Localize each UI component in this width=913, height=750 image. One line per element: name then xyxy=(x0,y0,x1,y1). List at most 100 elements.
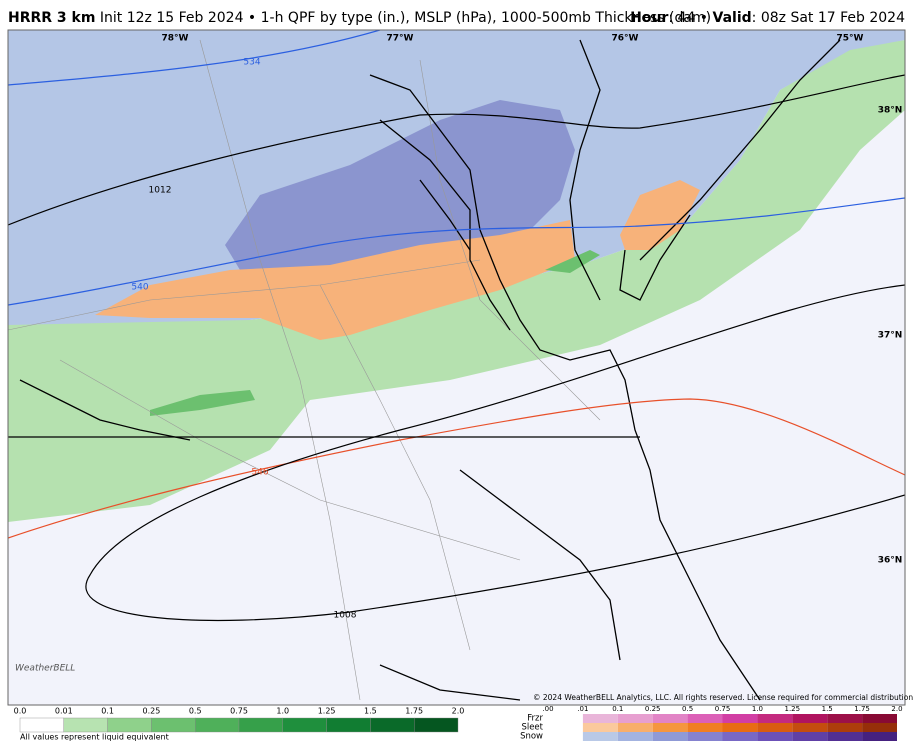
legend-swatch xyxy=(652,723,688,732)
legend-swatch xyxy=(722,714,758,723)
header-left: HRRR 3 km Init 12z 15 Feb 2024 • 1-h QPF… xyxy=(8,10,711,26)
coastline xyxy=(369,74,761,701)
legend-swatch xyxy=(151,717,196,733)
legend-tick-label: 1.25 xyxy=(318,707,336,716)
legend-swatch xyxy=(617,723,653,732)
map-layers xyxy=(8,30,905,705)
legend-tick-label: 0.25 xyxy=(645,705,661,713)
legend-tick-label: 0.5 xyxy=(189,707,202,716)
heavy-snow-area xyxy=(225,100,575,275)
legend-tick-label: 1.75 xyxy=(405,707,423,716)
model-name: HRRR 3 km xyxy=(8,10,95,26)
legend-swatch xyxy=(792,723,828,732)
legend-swatch xyxy=(792,732,828,741)
pressure-contour xyxy=(85,284,905,622)
legend-swatch xyxy=(370,717,415,733)
legend-tick-label: 1.75 xyxy=(854,705,870,713)
latitude-label: 38°N xyxy=(878,106,903,116)
map-frame xyxy=(7,29,906,706)
legend-swatch xyxy=(107,717,152,733)
legend-swatch xyxy=(194,717,240,733)
legend-swatch xyxy=(652,732,688,741)
valid-label: Valid xyxy=(713,10,752,26)
legend-swatch xyxy=(862,714,897,723)
pressure-label: 1008 xyxy=(334,611,357,621)
longitude-label: 78°W xyxy=(162,34,189,44)
legend-swatch xyxy=(548,714,583,723)
legend-swatch xyxy=(617,714,653,723)
legend-swatch xyxy=(827,714,863,723)
sleet-area xyxy=(620,180,700,250)
thickness-contour xyxy=(8,30,381,86)
copyright: © 2024 WeatherBELL Analytics, LLC. All r… xyxy=(533,693,913,702)
legend-swatch xyxy=(687,723,723,732)
legend-tick-label: 0.5 xyxy=(682,705,693,713)
coastline xyxy=(379,119,511,331)
legend-swatch xyxy=(582,714,618,723)
coastline xyxy=(569,39,601,301)
legend-tick-label: 1.0 xyxy=(276,707,289,716)
legend-type-label: Sleet xyxy=(521,723,543,733)
thickness-contour xyxy=(8,197,905,306)
coastline xyxy=(639,39,841,261)
legend-swatch xyxy=(652,714,688,723)
legend-swatch xyxy=(282,717,327,733)
legend-tick-label: 1.25 xyxy=(785,705,801,713)
legend-tick-label: 0.25 xyxy=(142,707,160,716)
longitude-label: 76°W xyxy=(612,34,639,44)
legend-tick-label: .01 xyxy=(577,705,588,713)
legend-tick-label: 0.1 xyxy=(612,705,623,713)
moderate-rain-area xyxy=(150,390,255,416)
pressure-contour xyxy=(8,74,905,226)
legend-tick-label: 0.75 xyxy=(230,707,248,716)
legend-tick-label: 0.1 xyxy=(101,707,114,716)
latitude-label: 36°N xyxy=(878,556,903,566)
legend-swatch xyxy=(326,717,371,733)
legend-tick-label: 1.0 xyxy=(752,705,763,713)
legend-tick-label: 2.0 xyxy=(891,705,902,713)
coastline xyxy=(459,469,621,661)
thickness-contour xyxy=(8,398,905,539)
legend-swatch xyxy=(548,723,583,732)
longitude-label: 75°W xyxy=(837,34,864,44)
header-right: Hour: 44 • Valid: 08z Sat 17 Feb 2024 xyxy=(630,10,905,26)
coastline xyxy=(19,379,191,441)
legend-swatch xyxy=(792,714,828,723)
legend-note: All values represent liquid equivalent xyxy=(20,733,169,742)
pressure-label: 1012 xyxy=(149,186,172,196)
legend-swatch xyxy=(582,732,618,741)
legend-tick-label: 0.01 xyxy=(55,707,73,716)
legend-tick-label: .00 xyxy=(542,705,553,713)
legend-tick-label: 1.5 xyxy=(364,707,377,716)
legend-type-label: Snow xyxy=(520,732,543,742)
road xyxy=(199,39,361,701)
legend-tick-label: 1.5 xyxy=(822,705,833,713)
coastlines xyxy=(19,39,841,701)
header-description: Init 12z 15 Feb 2024 • 1-h QPF by type (… xyxy=(100,10,711,26)
road xyxy=(8,259,481,331)
coastline xyxy=(419,179,471,251)
hour-value: : 44 • xyxy=(668,10,708,26)
moderate-rain-area xyxy=(545,250,600,273)
valid-value: : 08z Sat 17 Feb 2024 xyxy=(752,10,905,26)
thickness-label: 540 xyxy=(131,283,148,293)
road xyxy=(319,284,471,651)
legend-swatch xyxy=(19,717,64,733)
thickness-label: 546 xyxy=(251,468,268,478)
legend-swatch xyxy=(414,717,459,733)
legend-swatch xyxy=(687,732,723,741)
hour-label: Hour xyxy=(630,10,668,26)
legend-tick-label: 0.75 xyxy=(715,705,731,713)
latitude-label: 37°N xyxy=(878,331,903,341)
legend-swatch xyxy=(862,732,897,741)
coastline xyxy=(379,664,521,701)
legend-swatch xyxy=(757,714,793,723)
legend-swatch xyxy=(757,732,793,741)
thickness-label: 534 xyxy=(243,58,260,68)
legend-swatch xyxy=(617,732,653,741)
longitude-label: 77°W xyxy=(387,34,414,44)
legend-swatch xyxy=(722,723,758,732)
legend-swatch xyxy=(63,717,108,733)
